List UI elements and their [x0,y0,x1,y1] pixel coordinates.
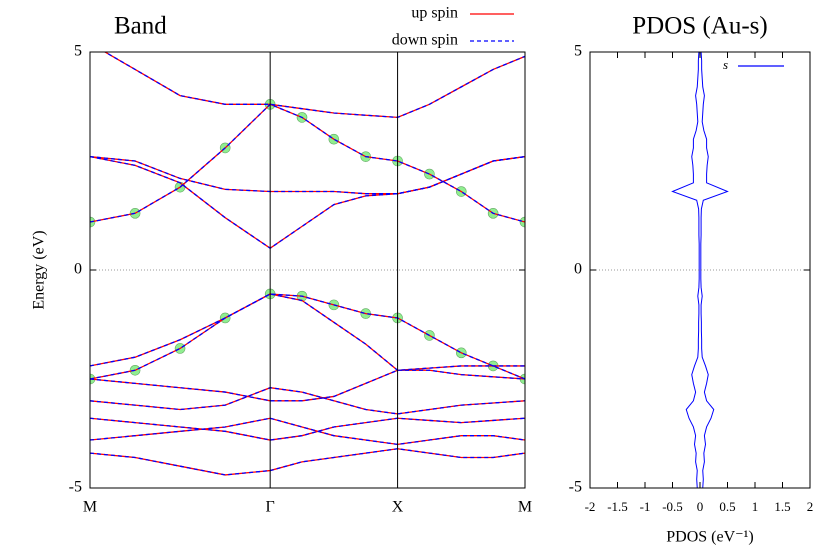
band-line [90,448,525,476]
x-tick-label: 2 [807,499,814,514]
legend-label: s [723,57,728,72]
band-line [90,387,525,415]
y-axis-label: Energy (eV) [31,230,48,309]
plot-area [90,52,525,476]
band-line [90,417,525,441]
x-tick-label: M [518,499,532,516]
y-tick-label: 5 [574,43,582,60]
x-tick-label: X [392,499,404,516]
x-tick-label: 0 [697,499,704,514]
y-tick-label: -5 [69,479,82,496]
plot-frame [589,51,811,489]
plot-area [671,52,729,488]
pdos-line [671,52,700,488]
band-line [90,155,525,249]
x-tick-label: M [83,499,97,516]
y-tick-label: 0 [574,261,582,278]
band-line [90,417,525,441]
x-tick-label: -1 [640,499,651,514]
x-tick-label: -1.5 [607,499,628,514]
y-tick-label: 0 [74,261,82,278]
x-tick-label: 0.5 [719,499,735,514]
legend-label: down spin [392,32,458,49]
band-line [90,417,525,446]
band-line [90,103,525,223]
x-tick-label: -0.5 [662,499,683,514]
x-tick-label: 1.5 [774,499,790,514]
band-line [90,387,525,415]
band-line [90,103,525,223]
y-tick-label: 5 [74,43,82,60]
band-line [90,293,525,371]
band-line [103,52,525,119]
band-line [103,52,525,119]
band-line [90,369,525,402]
y-tick-label: -5 [569,479,582,496]
pdos-line [700,52,729,488]
band-line [90,293,525,371]
x-axis-label: PDOS (eV⁻¹) [666,529,753,546]
plot-frame [89,51,526,489]
legend-label: up spin [411,5,458,22]
chart-title: PDOS (Au-s) [632,13,767,40]
weight-marker [519,216,525,228]
x-tick-label: -2 [585,499,596,514]
x-tick-label: Γ [266,499,275,516]
x-tick-label: 1 [752,499,759,514]
band-line [90,293,525,380]
band-line [90,155,525,249]
chart-title: Band [114,13,167,40]
